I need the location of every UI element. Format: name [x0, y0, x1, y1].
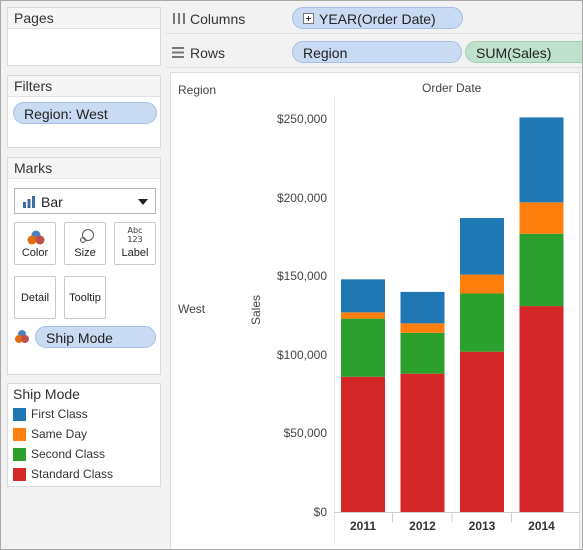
- bar-segment[interactable]: [519, 306, 564, 512]
- region-pill[interactable]: Region: [292, 41, 462, 63]
- bar-segment[interactable]: [341, 279, 385, 313]
- bar-segment[interactable]: [400, 332, 445, 374]
- y-tick-label: $0: [313, 505, 327, 519]
- expand-icon[interactable]: [303, 13, 314, 24]
- y-tick-label: $50,000: [283, 426, 327, 441]
- mark-type-select[interactable]: Bar: [14, 188, 156, 214]
- year-order-date-pill[interactable]: YEAR(Order Date): [292, 7, 463, 29]
- sum-sales-pill[interactable]: SUM(Sales): [465, 41, 583, 63]
- bar-segment[interactable]: [460, 293, 504, 352]
- y-tick-label: $200,000: [276, 190, 327, 205]
- color-button-label: Color: [21, 247, 49, 259]
- detail-button-label: Detail: [20, 292, 50, 304]
- x-tick-label[interactable]: 2011: [349, 519, 377, 533]
- bar-segment[interactable]: [519, 233, 564, 307]
- legend-label: Second Class: [31, 447, 106, 461]
- columns-label: Columns: [190, 11, 246, 27]
- legend-swatch: [13, 428, 26, 441]
- columns-icon: [173, 13, 185, 24]
- label-icon-bottom: 123: [127, 235, 143, 244]
- rows-icon: [172, 47, 184, 58]
- columns-shelf: Columns YEAR(Order Date): [166, 4, 583, 34]
- bar-segment[interactable]: [400, 373, 445, 512]
- detail-button[interactable]: Detail: [14, 276, 56, 319]
- marks-card: Marks Bar Color Size Abc 123 Label D: [7, 157, 161, 375]
- legend-label: First Class: [31, 407, 88, 421]
- ship-mode-pill-label: Ship Mode: [46, 330, 113, 346]
- bar-chart-icon: [23, 196, 35, 208]
- label-button-label: Label: [121, 247, 149, 259]
- label-icon: Abc 123: [115, 226, 155, 244]
- bar-segment[interactable]: [341, 318, 385, 377]
- bar-segment[interactable]: [519, 117, 564, 203]
- x-tick-label[interactable]: 2012: [409, 519, 436, 533]
- column-header-title: Order Date: [422, 81, 482, 95]
- rows-shelf: Rows Region SUM(Sales): [166, 38, 583, 68]
- row-header-divider: [334, 97, 335, 544]
- legend-swatch: [13, 408, 26, 421]
- pages-card: Pages: [7, 7, 161, 66]
- size-button-label: Size: [74, 247, 96, 259]
- tooltip-button[interactable]: Tooltip: [64, 276, 106, 319]
- marks-title: Marks: [8, 158, 160, 179]
- color-encoding-icon: [15, 330, 29, 343]
- bar-segment[interactable]: [400, 323, 445, 333]
- filters-card: Filters Region: West: [7, 75, 161, 148]
- year-order-date-label: YEAR(Order Date): [319, 11, 436, 27]
- size-button[interactable]: Size: [64, 222, 106, 265]
- legend-title: Ship Mode: [13, 386, 80, 402]
- stacked-bar-chart: [334, 117, 580, 522]
- rows-label: Rows: [190, 45, 226, 61]
- y-tick-label: $150,000: [276, 269, 327, 284]
- sum-sales-pill-label: SUM(Sales): [476, 45, 552, 61]
- row-header-title: Region: [178, 83, 217, 97]
- legend-label: Same Day: [31, 427, 88, 441]
- mark-type-label: Bar: [41, 194, 63, 210]
- legend-label: Standard Class: [31, 467, 114, 481]
- tooltip-button-label: Tooltip: [69, 292, 101, 304]
- bar-segment[interactable]: [341, 376, 385, 512]
- region-pill-label: Region: [303, 45, 348, 61]
- bar-segment[interactable]: [460, 218, 504, 275]
- filter-pill-label: Region: West: [24, 106, 108, 122]
- label-button[interactable]: Abc 123 Label: [114, 222, 156, 265]
- label-icon-top: Abc: [127, 226, 143, 235]
- filters-title: Filters: [8, 76, 160, 97]
- y-tick-label: $250,000: [276, 112, 327, 126]
- ship-mode-color-pill[interactable]: Ship Mode: [35, 326, 156, 348]
- legend-swatch: [13, 448, 26, 461]
- ship-mode-legend: Ship Mode First Class Same Day Second Cl…: [7, 383, 161, 487]
- bar-segment[interactable]: [341, 312, 385, 319]
- chevron-down-icon: [138, 199, 148, 205]
- bar-segment[interactable]: [460, 274, 504, 294]
- y-axis-label: Sales: [249, 294, 263, 325]
- x-tick-label[interactable]: 2014: [528, 519, 555, 533]
- pages-title: Pages: [8, 8, 160, 29]
- view-area: Region Order Date West Sales $0 $50,000 $1…: [170, 72, 580, 550]
- size-icon: [80, 229, 94, 243]
- bar-segment[interactable]: [400, 291, 445, 324]
- bar-segment[interactable]: [519, 202, 564, 234]
- filter-pill-region[interactable]: Region: West: [13, 102, 157, 124]
- legend-swatch: [13, 468, 26, 481]
- row-header-value[interactable]: West: [178, 302, 206, 316]
- bar-segment[interactable]: [460, 351, 504, 512]
- y-tick-label: $100,000: [276, 347, 327, 362]
- color-icon: [27, 230, 45, 245]
- x-tick-label[interactable]: 2013: [468, 519, 496, 533]
- color-button[interactable]: Color: [14, 222, 56, 265]
